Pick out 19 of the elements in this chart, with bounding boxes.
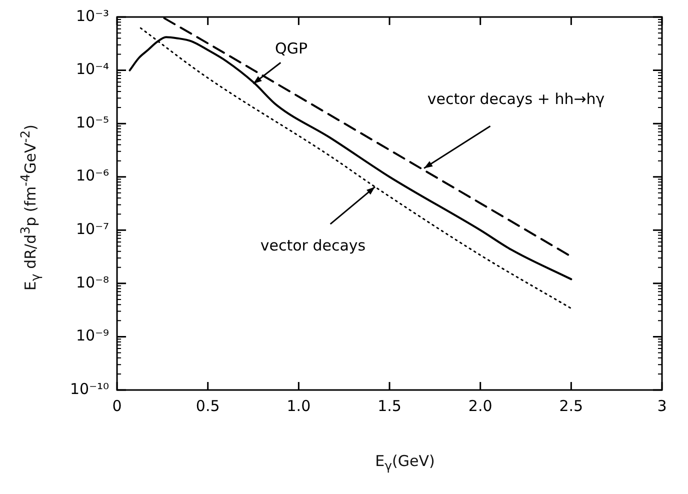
x-tick-label: 2.5 — [559, 396, 584, 415]
y-tick-label: 10⁻⁸ — [76, 273, 110, 292]
x-tick-label: 1.0 — [286, 396, 311, 415]
y-tick-label: 10⁻⁹ — [76, 326, 110, 345]
annotation: vector decays — [260, 236, 366, 255]
x-tick-label: 3 — [657, 396, 667, 415]
x-tick-label: 2.0 — [468, 396, 492, 415]
y-tick-label: 10⁻⁵ — [76, 113, 110, 132]
annotation: QGP — [275, 40, 308, 58]
x-tick-label: 0.5 — [196, 396, 220, 415]
x-tick-label: 1.5 — [378, 396, 402, 415]
y-tick-label: 10⁻⁶ — [76, 166, 110, 185]
x-tick-label: 0 — [112, 396, 122, 415]
y-tick-label: 10⁻⁴ — [76, 60, 110, 78]
annotation: vector decays + hh→hγ — [427, 90, 605, 108]
y-tick-label: 10⁻³ — [76, 6, 110, 25]
y-tick-label: 10⁻⁷ — [76, 220, 110, 238]
y-tick-label: 10⁻¹⁰ — [70, 380, 110, 398]
x-axis-title: E$_{γ}$(GeV) — [374, 452, 436, 473]
